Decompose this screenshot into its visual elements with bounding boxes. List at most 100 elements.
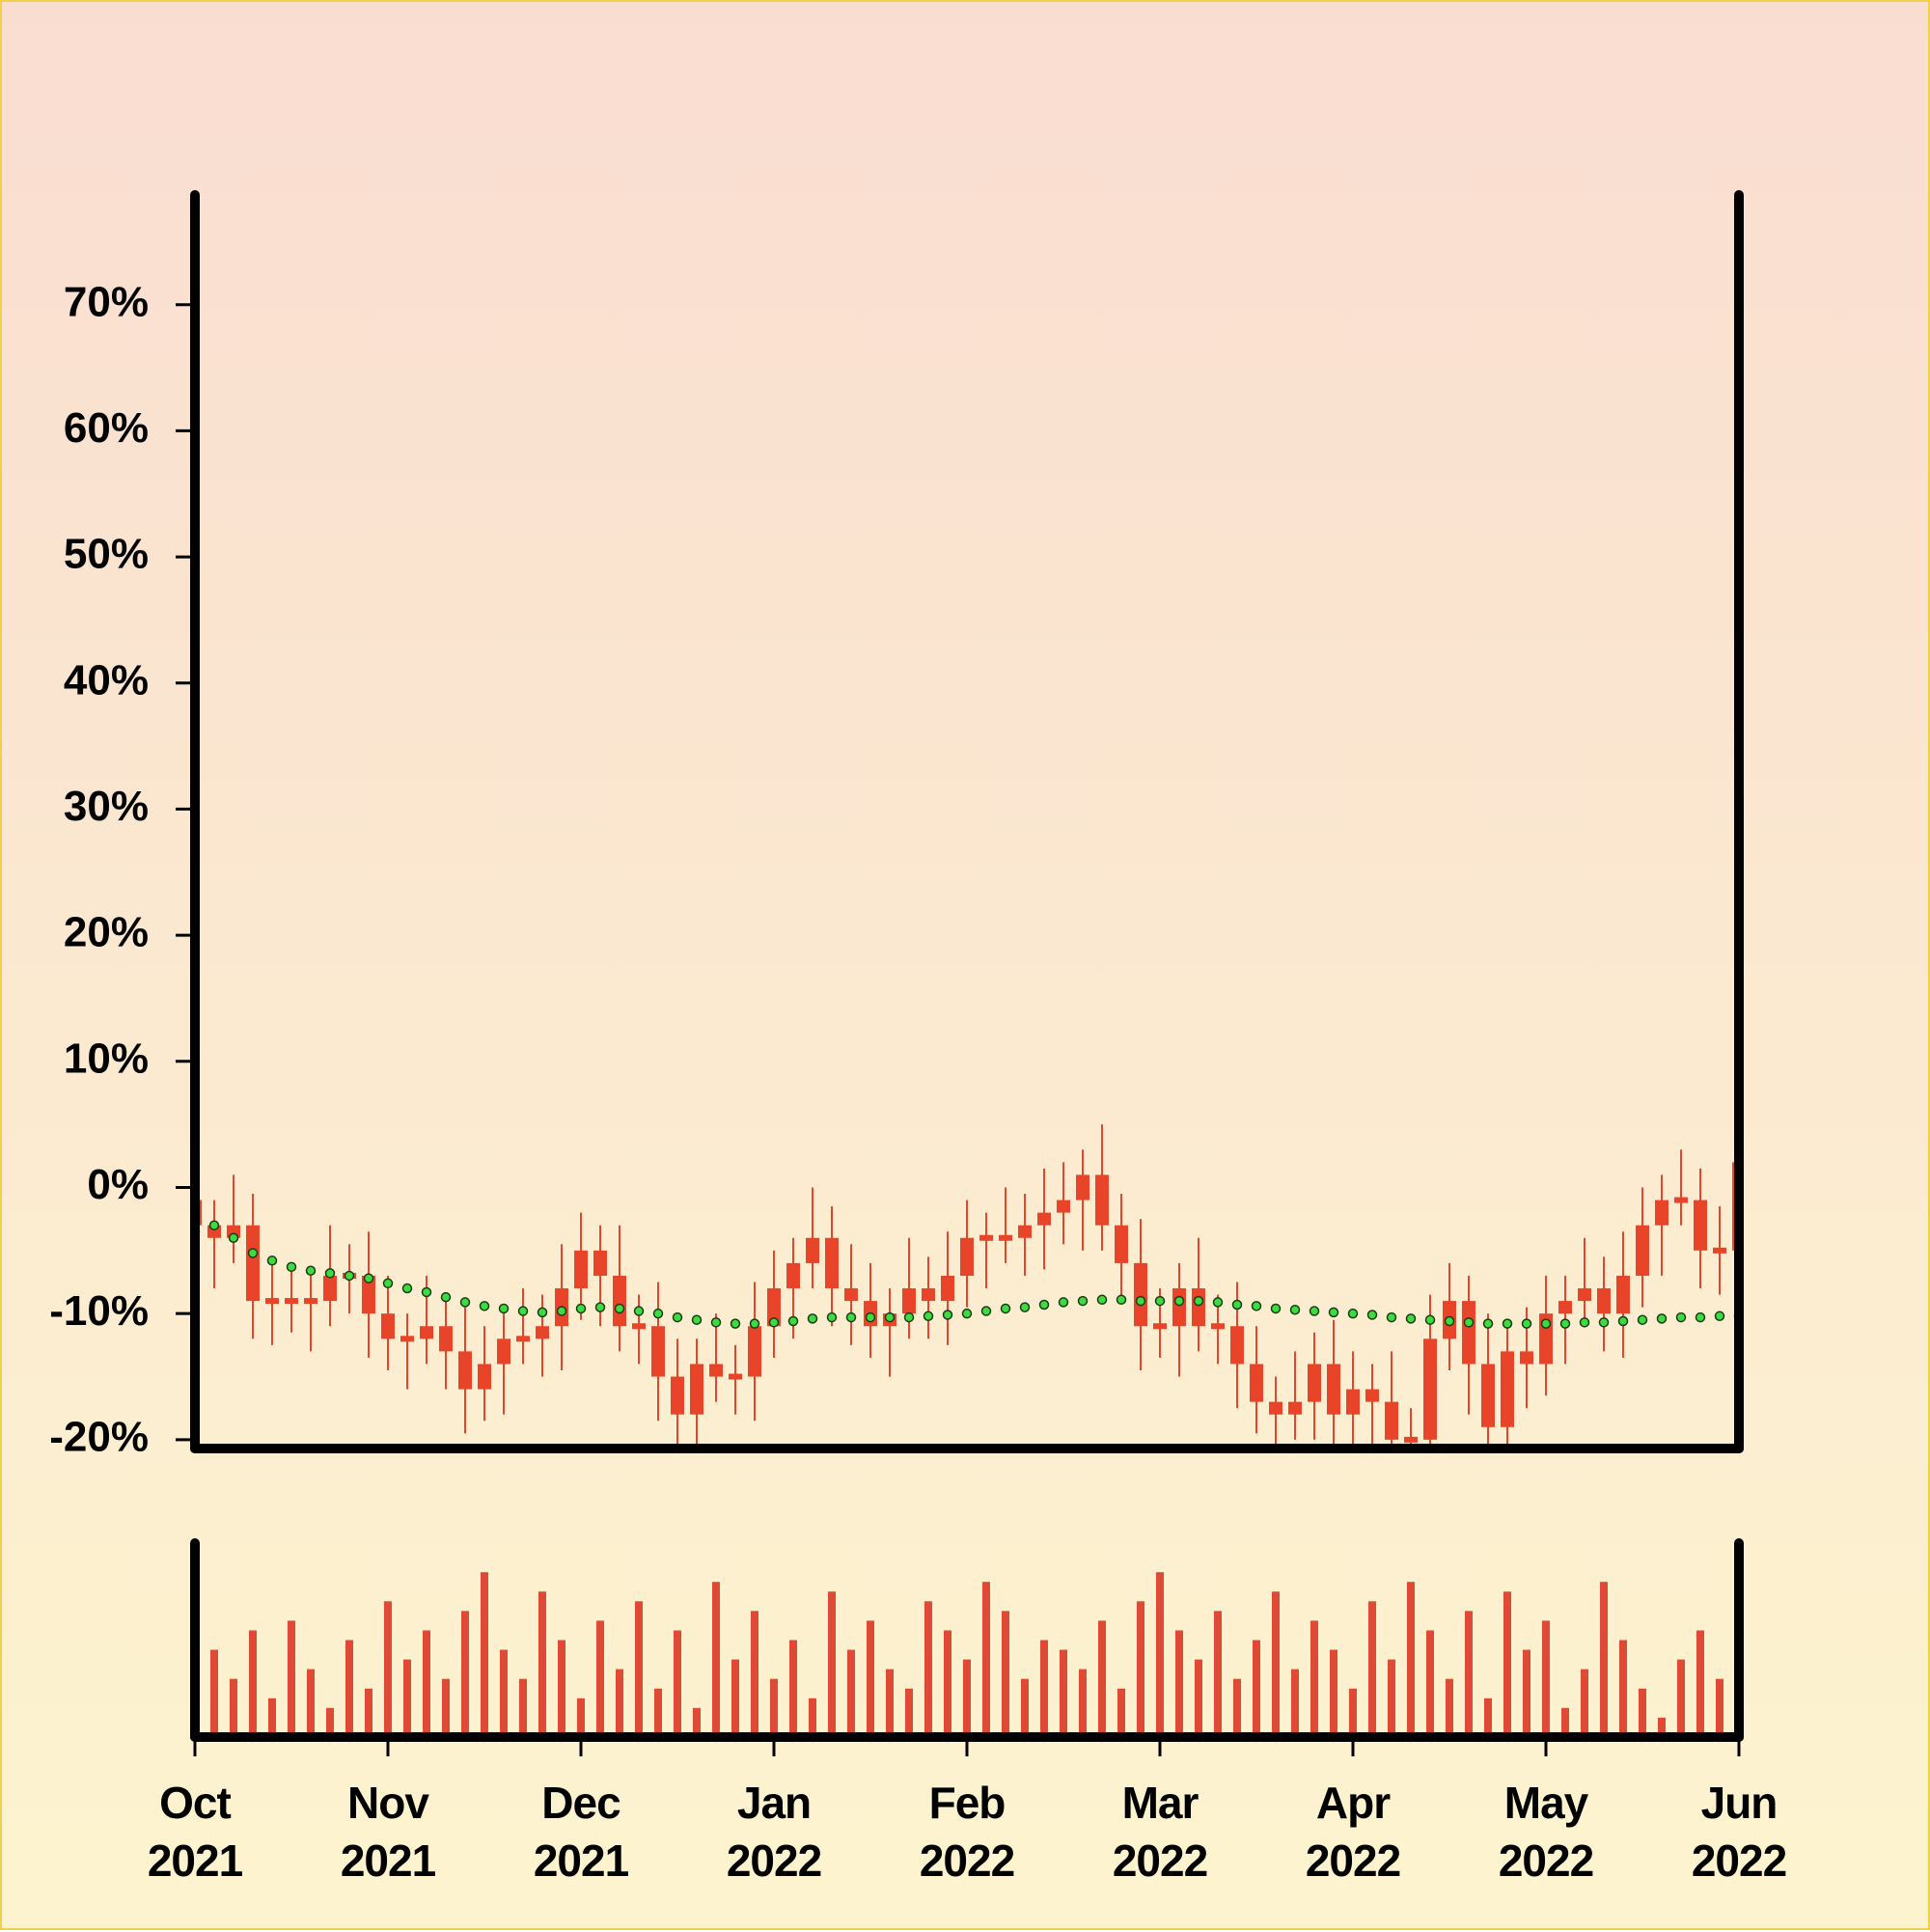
moving-average-point — [382, 1278, 394, 1289]
moving-average-point — [575, 1303, 587, 1314]
volume-bar — [442, 1678, 450, 1737]
moving-average-point — [266, 1256, 278, 1266]
moving-average-point — [1251, 1301, 1262, 1311]
x-tick-label: Jun 2022 — [1691, 1778, 1787, 1886]
candle-body — [671, 1376, 684, 1415]
candle-body — [1057, 1200, 1070, 1213]
candle-body — [651, 1326, 665, 1377]
volume-bar — [577, 1697, 585, 1737]
volume-bar — [1021, 1678, 1029, 1737]
x-tick-label: Dec 2021 — [533, 1778, 629, 1886]
candle-body — [902, 1288, 916, 1314]
volume-bar — [616, 1669, 623, 1737]
candle-body — [979, 1234, 993, 1241]
volume-bar — [365, 1688, 372, 1737]
volume-bar — [1233, 1678, 1241, 1737]
volume-bar — [1368, 1601, 1376, 1737]
moving-average-point — [1598, 1317, 1610, 1328]
candle-body — [1423, 1339, 1437, 1440]
candle-body — [786, 1262, 800, 1289]
moving-average-point — [305, 1265, 317, 1276]
volume-bar — [1117, 1688, 1125, 1737]
volume-bar — [1040, 1640, 1048, 1737]
moving-average-point — [1038, 1299, 1050, 1311]
x-tick-label: Jan 2022 — [726, 1778, 822, 1886]
volume-bar — [558, 1640, 565, 1737]
moving-average-point — [1173, 1295, 1185, 1307]
moving-average-point — [1405, 1313, 1417, 1324]
y-tick-label: 0% — [87, 1161, 149, 1208]
moving-average-point — [1540, 1318, 1552, 1329]
moving-average-point — [421, 1286, 432, 1298]
volume-bar — [944, 1630, 951, 1737]
moving-average-point — [208, 1220, 220, 1230]
candle-body — [304, 1298, 317, 1305]
candle-body — [1655, 1200, 1668, 1226]
volume-bar — [751, 1611, 758, 1737]
volume-bar — [674, 1630, 681, 1737]
moving-average-point — [1714, 1311, 1725, 1322]
candle-body — [729, 1373, 742, 1380]
moving-average-point — [1193, 1295, 1204, 1307]
plot-area — [195, 1124, 1739, 1449]
moving-average-point — [865, 1311, 876, 1323]
moving-average-point — [1675, 1311, 1687, 1323]
volume-bar — [1446, 1678, 1453, 1737]
candle-body — [1153, 1323, 1167, 1330]
volume-bar — [268, 1697, 276, 1737]
moving-average-point — [1058, 1297, 1069, 1308]
volume-bar — [384, 1601, 392, 1737]
moving-average-point — [1559, 1318, 1571, 1329]
volume-bar — [886, 1669, 894, 1737]
candle-body — [516, 1336, 530, 1342]
y-tick-label: 10% — [64, 1035, 149, 1082]
candle-body — [1346, 1389, 1360, 1415]
volume-bar — [1426, 1630, 1434, 1737]
volume-bar — [693, 1707, 701, 1737]
candle-body — [420, 1326, 433, 1339]
candle-body — [1597, 1288, 1611, 1314]
volume-bar — [1484, 1697, 1492, 1737]
candle-body — [1365, 1389, 1379, 1402]
candle-body — [1481, 1364, 1495, 1427]
volume-bar — [1407, 1582, 1415, 1737]
moving-average-point — [1077, 1295, 1089, 1307]
candle-body — [1694, 1200, 1707, 1251]
volume-bar — [1253, 1640, 1260, 1737]
moving-average-point — [344, 1270, 355, 1282]
volume-bar — [731, 1659, 739, 1737]
candle-body — [1250, 1364, 1263, 1402]
candle-body — [941, 1275, 954, 1302]
candle-body — [922, 1288, 935, 1302]
volume-bar — [847, 1649, 855, 1737]
volume-bar — [538, 1591, 546, 1737]
volume-bar — [1002, 1611, 1009, 1737]
moving-average-point — [1637, 1314, 1648, 1325]
candle-body — [536, 1326, 549, 1339]
volume-bar — [481, 1572, 488, 1737]
candle-body — [1327, 1364, 1340, 1415]
volume-bar — [288, 1620, 295, 1737]
moving-average-point — [1366, 1310, 1378, 1320]
candle-body — [1616, 1275, 1630, 1314]
moving-average-point — [1135, 1295, 1146, 1307]
candle-body — [458, 1351, 472, 1390]
volume-bar — [828, 1591, 836, 1737]
moving-average-point — [961, 1308, 973, 1319]
candle-body — [1288, 1401, 1302, 1415]
candle-body — [1230, 1326, 1244, 1365]
y-tick-label: 50% — [64, 531, 149, 578]
moving-average-point — [749, 1318, 760, 1329]
volume-bar — [1291, 1669, 1299, 1737]
candle-body — [806, 1237, 819, 1263]
volume-bar — [1716, 1678, 1723, 1737]
moving-average-point — [498, 1303, 510, 1314]
candle-body — [1269, 1401, 1282, 1415]
moving-average-point — [594, 1302, 606, 1312]
moving-average-point — [1309, 1306, 1320, 1316]
moving-average-point — [1695, 1311, 1706, 1323]
volume-bar — [403, 1659, 411, 1737]
volume-bar — [867, 1620, 874, 1737]
candle-body — [1501, 1351, 1514, 1427]
